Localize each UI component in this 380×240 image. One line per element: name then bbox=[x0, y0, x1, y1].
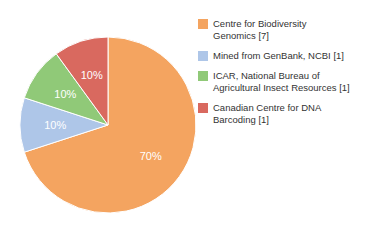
html-text:ICAR, National Bureau of Agric: ICAR, National Bureau of Agricultural In… bbox=[213, 70, 350, 93]
svg-text:10%: 10% bbox=[44, 119, 66, 131]
html-text:Mined from GenBank, NCBI [1]: Mined from GenBank, NCBI [1] bbox=[213, 50, 344, 61]
html-text:Canadian Centre for DNA Barcod: Canadian Centre for DNA Barcoding [1] bbox=[213, 102, 322, 125]
html-text:Centre for Biodiversity Genomi: Centre for Biodiversity Genomics [7] bbox=[213, 18, 307, 41]
svg-text:10%: 10% bbox=[81, 69, 103, 81]
svg-text:70%: 70% bbox=[140, 150, 162, 162]
svg-text:10%: 10% bbox=[54, 88, 76, 100]
